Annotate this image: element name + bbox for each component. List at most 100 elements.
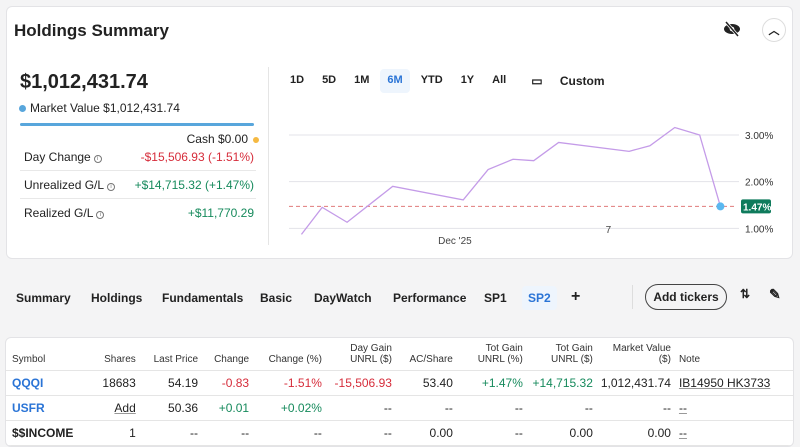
column-header[interactable]: Change bbox=[202, 338, 254, 371]
cell: -- bbox=[456, 420, 527, 446]
note-link[interactable]: -- bbox=[674, 420, 793, 446]
tab-sp2[interactable]: SP2 bbox=[522, 286, 557, 310]
range-5d[interactable]: 5D bbox=[322, 74, 337, 86]
cell: 54.19 bbox=[139, 370, 203, 396]
add-tickers-button[interactable]: Add tickers bbox=[645, 284, 727, 310]
cell: -- bbox=[325, 395, 396, 421]
table-row: USFR Add 50.36 +0.01 +0.02% -- -- -- -- -- -- bbox=[6, 395, 793, 421]
table-row: $$INCOME 1 -- -- -- -- 0.00 -- 0.00 0.00 -- bbox=[6, 420, 793, 446]
value-badge bbox=[741, 199, 771, 214]
info-icon[interactable]: i bbox=[107, 182, 116, 191]
column-header[interactable]: Note bbox=[674, 338, 793, 371]
symbol-link: $$INCOME bbox=[6, 420, 91, 446]
tab-daywatch[interactable]: DayWatch bbox=[314, 291, 372, 305]
cell: -- bbox=[253, 420, 326, 446]
holdings-table: Symbol Shares Last Price Change Change (%) Da… bbox=[6, 338, 793, 446]
tab-holdings[interactable]: Holdings bbox=[91, 291, 143, 305]
column-header[interactable]: Change (%) bbox=[253, 338, 326, 371]
cell: 1,012,431.74 bbox=[596, 370, 675, 396]
cash-dot bbox=[253, 137, 259, 143]
stat-unrealized: Unrealized G/L i +$14,715.32 (+1.47%) bbox=[20, 171, 256, 199]
y-tick-label: 3.00% bbox=[745, 131, 773, 142]
view-tabs: Summary Holdings Fundamentals Basic DayWatch… bbox=[0, 283, 800, 313]
column-header[interactable]: AC/Share bbox=[395, 338, 457, 371]
chevron-up-icon[interactable]: ︿ bbox=[762, 18, 786, 42]
pencil-icon[interactable]: ✎ bbox=[769, 286, 781, 302]
y-tick-label: 2.00% bbox=[745, 178, 773, 189]
cell: +14,715.32 bbox=[526, 370, 597, 396]
total-value: $1,012,431.74 bbox=[20, 71, 148, 93]
symbol-link[interactable]: USFR bbox=[6, 395, 91, 421]
info-icon[interactable]: i bbox=[96, 211, 105, 219]
holdings-summary-card: Holdings Summary ︿ $1,012,431.74 Market … bbox=[6, 6, 793, 259]
holdings-table-card: Symbol Shares Last Price Change Change (%) Da… bbox=[5, 337, 794, 447]
range-ytd[interactable]: YTD bbox=[420, 74, 443, 86]
tab-summary[interactable]: Summary bbox=[16, 291, 71, 305]
range-custom[interactable]: ▭ Custom bbox=[517, 69, 618, 93]
range-1d[interactable]: 1D bbox=[290, 74, 305, 86]
cell: -15,506.93 bbox=[325, 370, 396, 396]
add-tab-plus-icon[interactable]: + bbox=[571, 288, 581, 305]
sort-icon[interactable]: ⇅ bbox=[740, 287, 751, 301]
note-link[interactable]: IB14950 HK3733 bbox=[674, 370, 793, 396]
column-header[interactable]: Tot Gain UNRL (%) bbox=[456, 338, 527, 371]
cash-value: Cash $0.00 bbox=[187, 132, 259, 146]
range-1m[interactable]: 1M bbox=[354, 74, 370, 86]
market-value-dot bbox=[19, 105, 26, 112]
stat-realized: Realized G/L i +$11,770.29 bbox=[24, 206, 254, 220]
eye-slash-icon[interactable] bbox=[723, 21, 741, 37]
cell: -- bbox=[456, 395, 527, 421]
cell: -1.51% bbox=[253, 370, 326, 396]
add-shares-link[interactable]: Add bbox=[90, 395, 140, 421]
tab-performance[interactable]: Performance bbox=[393, 291, 467, 305]
x-tick-label: 7 bbox=[606, 225, 612, 236]
cell: -- bbox=[596, 395, 675, 421]
cell: 0.00 bbox=[526, 420, 597, 446]
tab-basic[interactable]: Basic bbox=[260, 291, 293, 305]
note-link[interactable]: -- bbox=[674, 395, 793, 421]
symbol-link[interactable]: QQQI bbox=[6, 370, 91, 396]
divider bbox=[632, 285, 633, 309]
tab-fundamentals[interactable]: Fundamentals bbox=[162, 291, 244, 305]
info-icon[interactable]: i bbox=[93, 154, 102, 163]
market-value-bar bbox=[20, 123, 254, 126]
table-row: QQQI 18683 54.19 -0.83 -1.51% -15,506.93 53.40… bbox=[6, 370, 793, 396]
series-line bbox=[300, 126, 722, 235]
cell: 1 bbox=[90, 420, 140, 446]
cell: -0.83 bbox=[202, 370, 254, 396]
column-header[interactable]: Symbol bbox=[6, 338, 91, 371]
range-selector: 1D 5D 1M 6M YTD 1Y All ▭ Custom bbox=[283, 69, 619, 93]
column-header[interactable]: Market Value ($) bbox=[596, 338, 675, 371]
cell: -- bbox=[202, 420, 254, 446]
cell: -- bbox=[526, 395, 597, 421]
column-header[interactable]: Last Price bbox=[139, 338, 203, 371]
cell: 50.36 bbox=[139, 395, 203, 421]
cell: -- bbox=[395, 395, 457, 421]
range-1y[interactable]: 1Y bbox=[460, 74, 475, 86]
cell: +0.02% bbox=[253, 395, 326, 421]
cell: 0.00 bbox=[596, 420, 675, 446]
calendar-icon: ▭ bbox=[531, 74, 546, 88]
cell: -- bbox=[139, 420, 203, 446]
column-header[interactable]: Day Gain UNRL ($) bbox=[325, 338, 396, 371]
market-value: Market Value $1,012,431.74 bbox=[19, 101, 180, 115]
column-header[interactable]: Tot Gain UNRL ($) bbox=[526, 338, 597, 371]
tab-sp1[interactable]: SP1 bbox=[484, 291, 507, 305]
x-tick-label: Dec '25 bbox=[438, 236, 472, 247]
cell: -- bbox=[325, 420, 396, 446]
cell: +0.01 bbox=[202, 395, 254, 421]
divider bbox=[268, 67, 269, 245]
cell: +1.47% bbox=[456, 370, 527, 396]
column-header[interactable]: Shares bbox=[90, 338, 140, 371]
stat-day-change: Day Change i -$15,506.93 (-1.51%) bbox=[20, 143, 256, 171]
performance-chart: 3.00% 2.00% 1.00% 1.47% Dec '25 7 bbox=[289, 126, 773, 247]
card-title: Holdings Summary bbox=[14, 21, 169, 40]
range-6m[interactable]: 6M bbox=[380, 69, 410, 93]
value-badge-label: 1.47% bbox=[743, 202, 771, 213]
y-tick-label: 1.00% bbox=[745, 224, 773, 235]
data-point bbox=[716, 202, 725, 211]
cell: 53.40 bbox=[395, 370, 457, 396]
cell: 0.00 bbox=[395, 420, 457, 446]
cell: 18683 bbox=[90, 370, 140, 396]
range-all[interactable]: All bbox=[492, 74, 507, 86]
